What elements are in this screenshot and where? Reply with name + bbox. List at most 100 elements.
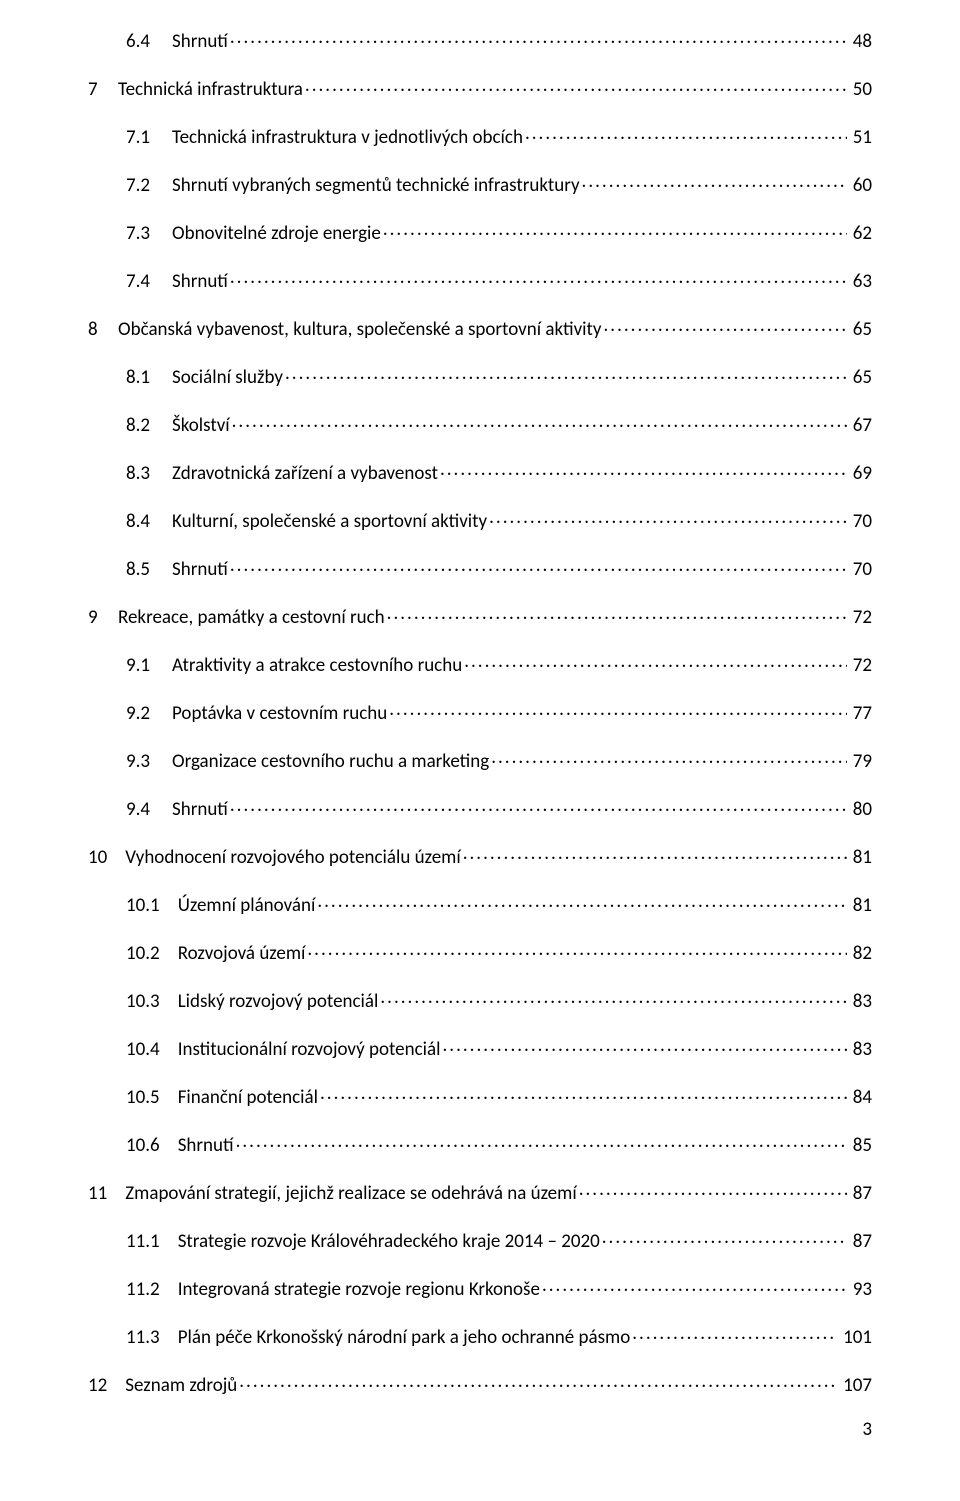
toc-entry: 9.4Shrnutí 80 [88,796,872,819]
toc-entry-page: 69 [849,464,872,483]
toc-leader-dots [380,988,846,1007]
toc-leader-dots [230,28,847,47]
toc-leader-dots [230,556,847,575]
toc-leader-dots [604,316,847,335]
toc-entry: 9Rekreace, památky a cestovní ruch 72 [88,604,872,627]
toc-entry-title: Rozvojová území [178,944,306,963]
toc-entry-page: 84 [849,1088,872,1107]
toc-leader-dots [317,892,846,911]
toc-entry-page: 72 [849,608,872,627]
toc-leader-dots [230,796,847,815]
toc-entry-title: Vyhodnocení rozvojového potenciálu území [125,848,460,867]
toc-entry-number: 7.2 [126,176,172,195]
toc-leader-dots [525,124,847,143]
toc-leader-dots [230,268,847,287]
toc-entry-page: 87 [849,1232,872,1251]
toc-entry: 8.5Shrnutí 70 [88,556,872,579]
toc-entry-title: Shrnutí [172,32,228,51]
toc-entry-title: Strategie rozvoje Královéhradeckého kraj… [178,1232,600,1251]
toc-entry-title: Organizace cestovního ruchu a marketing [172,752,489,771]
toc-entry-title: Zdravotnická zařízení a vybavenost [172,464,438,483]
toc-entry-page: 85 [849,1136,872,1155]
toc-entry-page: 81 [849,896,872,915]
toc-entry-page: 65 [849,368,872,387]
table-of-contents: 6.4Shrnutí 487Technická infrastruktura 5… [88,28,872,1395]
toc-entry-title: Technická infrastruktura v jednotlivých … [172,128,523,147]
toc-entry-title: Poptávka v cestovním ruchu [172,704,387,723]
toc-entry-title: Obnovitelné zdroje energie [172,224,381,243]
toc-leader-dots [491,748,847,767]
toc-entry: 9.2Poptávka v cestovním ruchu 77 [88,700,872,723]
toc-entry: 11.1Strategie rozvoje Královéhradeckého … [88,1228,872,1251]
toc-entry-number: 10.3 [126,992,178,1011]
toc-entry: 8.1Sociální služby 65 [88,364,872,387]
toc-entry: 8.2Školství 67 [88,412,872,435]
toc-entry-page: 107 [839,1376,872,1395]
toc-entry: 10.1Územní plánování 81 [88,892,872,915]
toc-entry-number: 9.3 [126,752,172,771]
toc-entry: 10.5Finanční potenciál 84 [88,1084,872,1107]
toc-entry-title: Institucionální rozvojový potenciál [178,1040,441,1059]
toc-entry-number: 8.4 [126,512,172,531]
toc-entry: 10.4Institucionální rozvojový potenciál … [88,1036,872,1059]
toc-entry-number: 9 [88,608,118,627]
toc-leader-dots [305,76,847,95]
toc-entry-page: 87 [849,1184,872,1203]
toc-leader-dots [632,1324,837,1343]
toc-entry-number: 8.2 [126,416,172,435]
toc-entry-number: 7.1 [126,128,172,147]
toc-entry-page: 101 [839,1328,872,1347]
toc-entry-title: Sociální služby [172,368,283,387]
toc-entry-page: 48 [849,32,872,51]
toc-entry-page: 63 [849,272,872,291]
toc-entry-page: 83 [849,1040,872,1059]
toc-entry-page: 51 [849,128,872,147]
toc-entry: 9.1Atraktivity a atrakce cestovního ruch… [88,652,872,675]
toc-leader-dots [582,172,847,191]
toc-entry-page: 50 [849,80,872,99]
toc-entry-page: 60 [849,176,872,195]
toc-entry-number: 7 [88,80,118,99]
toc-entry: 10.2Rozvojová území 82 [88,940,872,963]
toc-leader-dots [320,1084,847,1103]
toc-entry-title: Občanská vybavenost, kultura, společensk… [118,320,602,339]
toc-entry-title: Lidský rozvojový potenciál [178,992,379,1011]
toc-leader-dots [442,1036,846,1055]
toc-entry-title: Shrnutí [172,272,228,291]
toc-leader-dots [387,604,847,623]
toc-entry-page: 77 [849,704,872,723]
toc-entry: 10Vyhodnocení rozvojového potenciálu úze… [88,844,872,867]
toc-entry-number: 7.3 [126,224,172,243]
toc-entry: 11.3Plán péče Krkonošský národní park a … [88,1324,872,1347]
toc-entry-title: Územní plánování [178,896,316,915]
toc-leader-dots [239,1372,837,1391]
toc-leader-dots [236,1132,847,1151]
toc-entry-page: 70 [849,560,872,579]
toc-entry-title: Technická infrastruktura [118,80,303,99]
toc-entry-number: 11.2 [126,1280,178,1299]
toc-entry: 11Zmapování strategií, jejichž realizace… [88,1180,872,1203]
toc-entry-title: Finanční potenciál [178,1088,318,1107]
toc-entry-title: Atraktivity a atrakce cestovního ruchu [172,656,462,675]
toc-entry-number: 10.2 [126,944,178,963]
toc-entry-title: Zmapování strategií, jejichž realizace s… [125,1184,576,1203]
toc-entry-title: Rekreace, památky a cestovní ruch [118,608,385,627]
toc-leader-dots [464,652,847,671]
toc-entry-page: 93 [849,1280,872,1299]
toc-entry-number: 11.1 [126,1232,178,1251]
toc-entry: 10.3Lidský rozvojový potenciál 83 [88,988,872,1011]
toc-leader-dots [489,508,847,527]
toc-entry-number: 6.4 [126,32,172,51]
toc-entry-title: Shrnutí [172,800,228,819]
toc-entry-number: 9.2 [126,704,172,723]
toc-entry-number: 7.4 [126,272,172,291]
toc-entry-title: Shrnutí vybraných segmentů technické inf… [172,176,580,195]
toc-entry: 7.2Shrnutí vybraných segmentů technické … [88,172,872,195]
toc-entry-page: 83 [849,992,872,1011]
toc-entry-number: 8.3 [126,464,172,483]
toc-entry-number: 10.1 [126,896,178,915]
toc-entry-page: 62 [849,224,872,243]
toc-entry: 8.3Zdravotnická zařízení a vybavenost 69 [88,460,872,483]
toc-entry-number: 9.1 [126,656,172,675]
toc-entry-number: 8.5 [126,560,172,579]
